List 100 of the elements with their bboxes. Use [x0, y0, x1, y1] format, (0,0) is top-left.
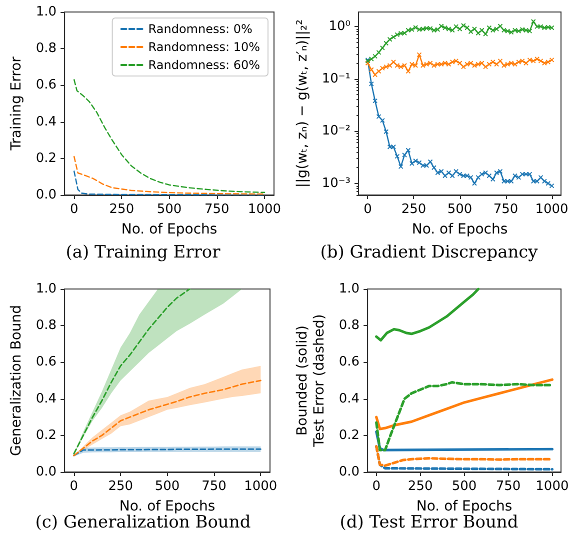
line-series [73, 288, 190, 454]
point [520, 26, 525, 32]
text: (b) Gradient Discrepancy [320, 242, 538, 262]
point [516, 60, 522, 65]
point [505, 62, 510, 67]
point [406, 28, 411, 33]
x-tick-label: 500 [452, 479, 477, 494]
point [483, 170, 488, 176]
point [542, 25, 547, 30]
point [546, 24, 551, 30]
point [431, 165, 436, 170]
point [464, 173, 470, 178]
text: (d) Test Error Bound [340, 512, 518, 532]
point [512, 62, 518, 67]
x-tick-label: 1000 [535, 202, 568, 217]
point [527, 28, 532, 34]
y-tick-label: 0.4 [338, 391, 360, 406]
x-tick-label: 0 [364, 202, 372, 217]
x-tick-label: 0 [372, 479, 381, 494]
point [416, 52, 422, 58]
legend-label: Randomness: 0% [148, 22, 252, 36]
point [390, 34, 396, 40]
x-tick-label: 1000 [248, 202, 282, 217]
point [424, 163, 430, 168]
x-axis-title: No. of Epochs [412, 221, 508, 238]
y-axis-title: Training Error [8, 56, 24, 152]
point [398, 30, 404, 36]
y-tick-label: 10⁻¹ [322, 71, 351, 86]
point [508, 60, 514, 66]
point [512, 173, 518, 178]
x-tick-label: 750 [493, 202, 518, 217]
point [402, 63, 408, 68]
point [416, 26, 422, 32]
point [390, 60, 396, 65]
point [524, 60, 529, 66]
point [542, 178, 547, 184]
point [498, 24, 503, 29]
point [431, 63, 436, 68]
point [530, 58, 536, 64]
point [450, 28, 455, 33]
point [494, 62, 500, 67]
x-tick-label: 750 [204, 202, 230, 217]
point [490, 60, 496, 65]
point [538, 24, 544, 30]
point [376, 68, 382, 74]
point [516, 174, 522, 180]
y-tick-label: 0.2 [338, 428, 360, 443]
point [498, 58, 503, 64]
y-tick-label: 1.0 [338, 282, 360, 296]
point [438, 168, 444, 174]
y-axis-title: ||g(wₜ, zₙ) − g(wₜ, z′ₙ)||₂² [294, 19, 310, 188]
point [468, 60, 474, 66]
y-tick-label: 0.0 [36, 188, 57, 202]
point [527, 57, 532, 62]
point [372, 98, 378, 104]
point [435, 170, 440, 176]
point [520, 58, 525, 64]
point [428, 60, 433, 66]
point [460, 22, 466, 28]
point [530, 178, 536, 184]
point [542, 60, 547, 66]
legend-label: Randomness: 60% [148, 58, 260, 72]
y-tick-label: 10⁻² [322, 124, 351, 139]
point [454, 24, 459, 30]
point [501, 178, 506, 184]
point [546, 60, 551, 65]
line-series [375, 378, 554, 430]
legend-label: Randomness: 10% [148, 40, 260, 54]
y-tick-label: 1.0 [36, 4, 57, 20]
x-tick-label: 750 [202, 479, 226, 494]
text: (a) Training Error [66, 242, 222, 262]
point [406, 148, 411, 153]
y-tick-label: 0.2 [36, 428, 57, 443]
point [468, 174, 474, 180]
x-tick-label: 250 [401, 202, 426, 217]
point [505, 28, 510, 34]
point [438, 62, 444, 67]
point [384, 129, 389, 134]
point [387, 144, 392, 150]
point [409, 161, 414, 166]
point [524, 28, 529, 33]
point [498, 168, 503, 174]
point [394, 63, 400, 68]
y-tick-label: 0.0 [338, 464, 360, 480]
point [508, 178, 514, 184]
point [450, 60, 455, 65]
y-tick-label: 0.8 [36, 318, 57, 334]
point [468, 29, 474, 34]
x-axis-title: No. of Epochs [119, 498, 216, 514]
y-tick-label: 10⁻³ [322, 176, 351, 191]
point [424, 62, 430, 67]
point [494, 26, 500, 32]
point [413, 158, 418, 164]
x-tick-label: 250 [108, 479, 134, 494]
point [472, 63, 477, 68]
x-axis-title: No. of Epochs [121, 221, 218, 238]
point [368, 67, 374, 72]
point [508, 30, 514, 35]
point [446, 62, 452, 67]
point [486, 173, 492, 178]
